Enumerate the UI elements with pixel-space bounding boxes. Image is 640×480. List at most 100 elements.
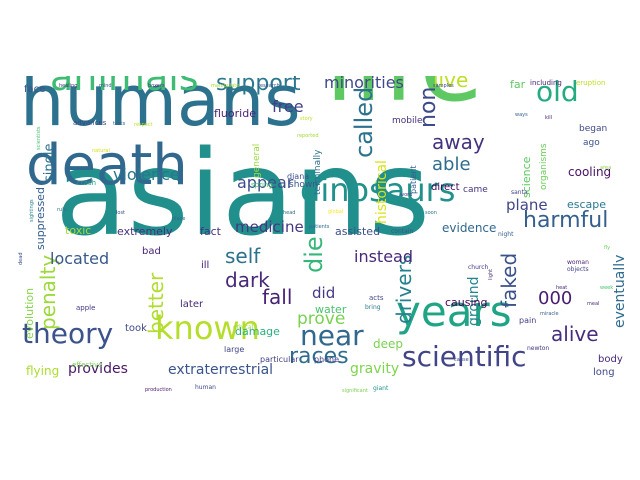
cloud-word: alive — [551, 322, 599, 346]
cloud-word: lost — [116, 210, 126, 216]
cloud-word: later — [180, 299, 204, 310]
cloud-word: far — [510, 78, 526, 92]
cloud-word: old — [536, 76, 579, 108]
cloud-word: reported — [297, 133, 319, 139]
cloud-word: global — [328, 209, 344, 215]
cloud-word: contain — [391, 228, 414, 236]
cloud-word: week — [600, 285, 614, 291]
cloud-word: bring — [365, 304, 381, 312]
cloud-word: diana — [287, 171, 310, 181]
cloud-word: ethical — [233, 324, 254, 332]
cloud-word: healing — [59, 83, 78, 89]
cloud-word: flying — [26, 364, 60, 379]
cloud-word: santa — [511, 189, 528, 197]
cloud-word: historical — [374, 160, 390, 224]
cloud-word: patients — [309, 224, 330, 230]
cloud-word: mind — [99, 83, 112, 89]
cloud-word: single — [42, 143, 57, 183]
cloud-word: minorities — [324, 76, 404, 93]
cloud-word: came — [463, 184, 488, 195]
cloud-word: death — [26, 133, 188, 199]
cloud-word: long — [593, 367, 615, 378]
cloud-word: races — [289, 344, 349, 370]
cloud-word: patient — [409, 165, 418, 194]
cloud-word: dinosaurs — [300, 171, 456, 210]
cloud-word: pain — [519, 315, 537, 325]
cloud-word: located — [50, 249, 110, 269]
cloud-word: suppressed — [34, 187, 47, 250]
cloud-word: violence — [113, 165, 180, 185]
cloud-word: evolution — [23, 287, 36, 339]
cloud-word: away — [432, 130, 485, 154]
cloud-word: live — [433, 76, 469, 92]
cloud-word: die — [300, 236, 328, 273]
cloud-word: extremely — [117, 225, 173, 239]
cloud-word: did — [312, 284, 336, 302]
cloud-word: eventually — [612, 254, 624, 328]
cloud-word: word — [400, 192, 413, 198]
cloud-word: self — [225, 244, 261, 268]
cloud-word: including — [530, 79, 562, 88]
cloud-word: eruption — [576, 79, 606, 88]
cloud-word: appear — [237, 173, 294, 193]
cloud-word: deep — [373, 337, 403, 352]
cloud-word: years — [396, 287, 512, 337]
cloud-word: assisted — [335, 225, 381, 239]
cloud-word: effective — [72, 361, 103, 370]
cloud-word: church — [468, 264, 489, 272]
cloud-word: miracle — [540, 311, 559, 317]
cloud-word: theory — [22, 316, 114, 350]
cloud-word: plane — [506, 196, 548, 214]
cloud-word: manipulate — [211, 83, 240, 89]
cloud-word: evidence — [442, 221, 497, 236]
cloud-word: sightings — [29, 199, 35, 222]
cloud-word: free — [272, 97, 304, 117]
cloud-word: light — [488, 268, 494, 280]
cloud-word: rule — [57, 207, 67, 213]
cloud-word: objects — [567, 266, 589, 274]
cloud-word: animals — [50, 76, 199, 99]
cloud-word: dead — [18, 252, 24, 266]
cloud-word: newton — [527, 345, 550, 353]
cloud-word: cause — [454, 357, 469, 363]
cloud-word: dark — [225, 268, 270, 292]
cloud-word: extraterrestrial — [168, 361, 274, 378]
cloud-word: body — [598, 354, 623, 365]
cloud-word: ago — [583, 137, 600, 148]
cloud-word: giant — [373, 385, 389, 393]
cloud-word: place — [172, 216, 186, 222]
cloud-word: boxers — [148, 83, 165, 89]
cloud-word: direct — [431, 182, 460, 193]
cloud-word: able — [432, 153, 471, 175]
cloud-word: ill — [201, 260, 210, 271]
cloud-word: story — [300, 116, 313, 122]
cloud-word: human — [195, 384, 216, 392]
cloud-word: prove — [297, 309, 346, 330]
cloud-word: head — [283, 210, 296, 216]
cloud-word: apple — [76, 304, 96, 313]
cloud-word: face — [24, 84, 46, 95]
cloud-word: large — [224, 344, 245, 354]
cloud-word: known — [155, 309, 260, 348]
cloud-word: water — [315, 303, 347, 317]
cloud-word: escape — [567, 198, 607, 212]
cloud-word: meal — [587, 301, 600, 307]
cloud-word: heat — [556, 285, 568, 291]
cloud-word: 000 — [538, 287, 573, 309]
cloud-word: gravity — [350, 360, 400, 377]
cloud-word: instead — [354, 247, 413, 267]
cloud-word: near — [300, 318, 364, 352]
cloud-word: acts — [369, 294, 384, 303]
cloud-word: particular — [260, 354, 299, 364]
cloud-word: cooling — [568, 165, 612, 180]
cloud-word: scientists — [36, 126, 42, 150]
cloud-word: medicine — [235, 218, 304, 236]
cloud-word: crash — [77, 179, 97, 188]
cloud-word: fact — [200, 225, 221, 239]
cloud-word: provides — [68, 360, 128, 377]
cloud-word: fly — [604, 245, 611, 251]
cloud-word: ways — [515, 112, 528, 118]
cloud-word: significant — [342, 388, 368, 394]
